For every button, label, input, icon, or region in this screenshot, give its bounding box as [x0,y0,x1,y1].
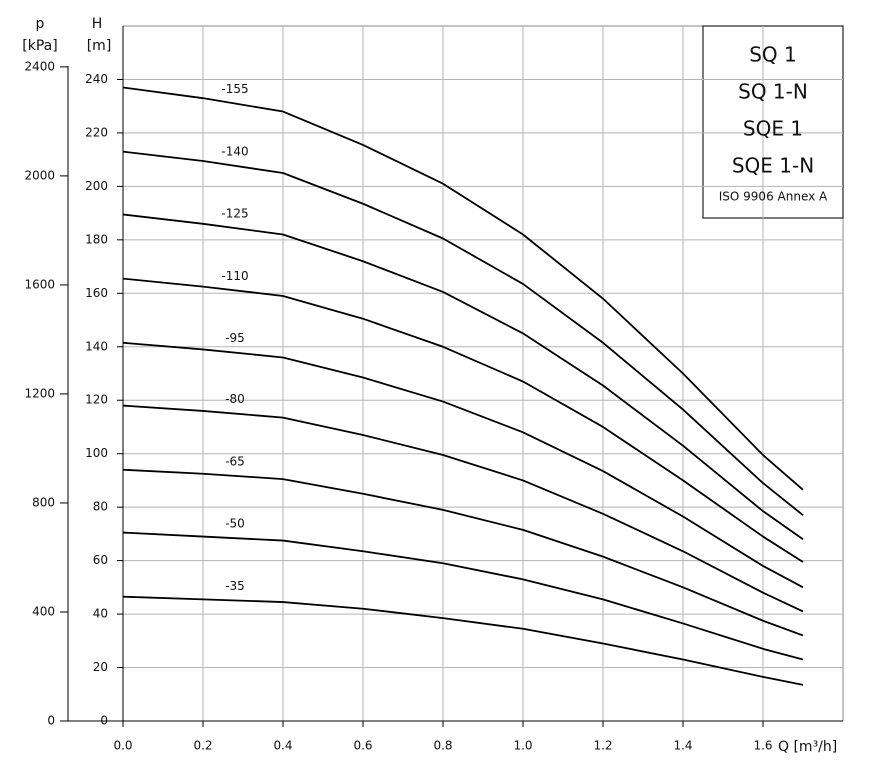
y-tick-label: 80 [93,500,108,514]
pump-curve [122,468,804,637]
x-tick-label: 1.0 [513,739,532,753]
curve-label: -95 [225,331,245,345]
pump-curve [122,531,804,661]
legend-title: SQ 1 [749,43,797,67]
y-tick-label: 240 [85,72,108,86]
curve-label: -140 [221,144,248,158]
curve-label: -65 [225,454,245,468]
curve-label: -35 [225,579,245,593]
y-tick-label: 180 [85,232,108,246]
y2-tick-label: 400 [32,604,55,618]
y2-tick-label: 1600 [24,277,55,291]
legend-title: SQ 1-N [738,80,808,104]
curve-label: -50 [225,517,245,531]
y-tick-label: 100 [85,446,108,460]
pump-curve [122,150,804,516]
x-tick-label: 0.4 [273,739,292,753]
y-tick-label: 60 [93,553,108,567]
curve-label: -80 [225,392,245,406]
x-tick-label: 0.2 [193,739,212,753]
y-axis-unit: [m] [87,38,112,54]
y2-axis-symbol: p [36,16,45,32]
y-tick-label: 20 [93,660,108,674]
x-tick-label: 1.2 [593,739,612,753]
y-tick-label: 40 [93,607,108,621]
y2-axis-unit: [kPa] [22,38,57,54]
y-axis-symbol: H [92,16,103,32]
x-tick-label: 0.0 [113,739,132,753]
y2-tick-label: 0 [47,714,55,728]
y2-tick-label: 800 [32,495,55,509]
curve-label: -110 [221,269,248,283]
legend-title: SQE 1-N [732,154,814,178]
y-tick-label: 220 [85,125,108,139]
y2-tick-label: 2400 [24,59,55,73]
x-tick-label: 0.8 [433,739,452,753]
x-tick-label: 0.6 [353,739,372,753]
pump-curve [122,213,804,540]
legend-title: SQE 1 [743,117,803,141]
y-tick-label: 160 [85,286,108,300]
x-tick-label: 1.6 [753,739,772,753]
y2-tick-label: 1200 [24,386,55,400]
y-tick-label: 140 [85,339,108,353]
x-axis-label: Q [m³/h] [778,739,837,755]
x-tick-label: 1.4 [673,739,692,753]
curve-label: -155 [221,82,248,96]
y-tick-label: 120 [85,393,108,407]
pump-curve [122,86,804,491]
pump-curve [122,341,804,589]
pump-curve [122,404,804,613]
pump-curve [122,595,804,686]
legend-note: ISO 9906 Annex A [719,190,828,204]
pump-curve [122,277,804,563]
y2-tick-label: 2000 [24,168,55,182]
curve-label: -125 [221,207,248,221]
y-tick-label: 200 [85,179,108,193]
